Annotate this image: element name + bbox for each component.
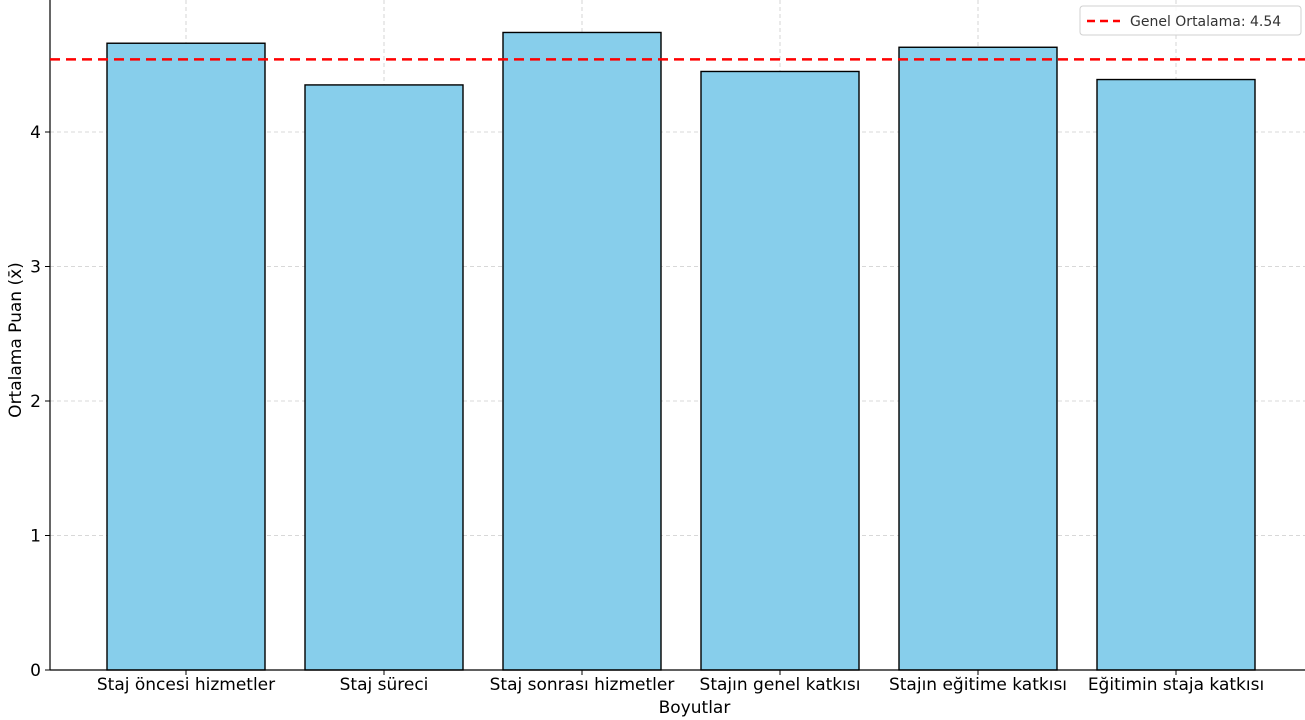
x-tick-label: Staj süreci [340, 675, 429, 695]
bar [304, 84, 464, 671]
bars [106, 31, 1256, 671]
x-tick-label: Staj sonrası hizmetler [490, 675, 675, 695]
bar [502, 31, 662, 671]
y-tick-label: 0 [30, 661, 41, 681]
y-axis-title: Ortalama Puan (x̄) [6, 262, 26, 418]
grid-lines [50, 0, 1305, 670]
y-tick-label: 2 [30, 392, 41, 412]
x-axis-title: Boyutlar [659, 698, 731, 718]
axes [49, 0, 1305, 671]
bar [1096, 78, 1256, 671]
x-tick-label: Stajın eğitime katkısı [889, 675, 1067, 695]
x-tick-label: Eğitimin staja katkısı [1088, 675, 1264, 695]
legend-box [1079, 5, 1302, 36]
legend: Genel Ortalama: 4.54 [1079, 5, 1302, 36]
y-tick-label: 4 [30, 123, 41, 143]
y-tick-labels: 0 1 2 3 4 [30, 123, 50, 681]
bar [700, 70, 860, 671]
bar [898, 46, 1058, 671]
y-tick-label: 3 [30, 258, 41, 278]
x-tick-labels: Staj öncesi hizmetler Staj süreci Staj son… [97, 670, 1264, 695]
x-tick-label: Stajın genel katkısı [700, 675, 861, 695]
x-tick-label: Staj öncesi hizmetler [97, 675, 275, 695]
bar [106, 42, 266, 671]
y-tick-label: 1 [30, 527, 41, 547]
legend-label: Genel Ortalama: 4.54 [1130, 14, 1281, 30]
